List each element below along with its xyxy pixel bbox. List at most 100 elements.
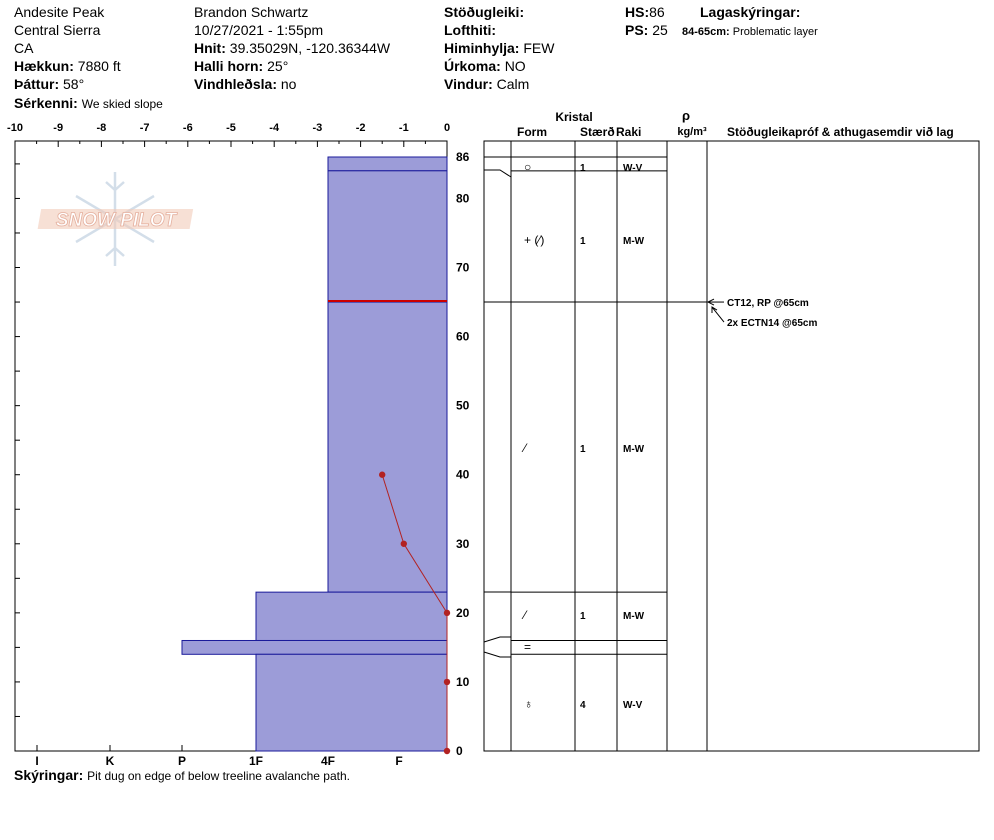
- crystal-size: 1: [580, 611, 586, 622]
- temp-tick-label: -10: [7, 122, 23, 134]
- test-arrowhead: [706, 298, 715, 306]
- aspect-label: Þáttur:: [14, 76, 60, 92]
- air-temp-label: Lofthiti:: [444, 22, 497, 38]
- notes-label: Skýringar:: [14, 767, 84, 783]
- features: Sérkenni: We skied slope: [14, 95, 163, 112]
- crystal-form: =: [524, 640, 531, 654]
- crystal-form: ⁄: [521, 608, 528, 622]
- hardness-label: 1F: [249, 754, 263, 768]
- precipitation-value: NO: [504, 58, 526, 74]
- snow-height-label: HS:: [625, 4, 650, 20]
- moisture: M-W: [623, 236, 645, 247]
- features-value: We skied slope: [81, 97, 163, 111]
- moisture: M-W: [623, 611, 645, 622]
- wind-label: Vindur:: [444, 76, 493, 92]
- depth-tick-label: 50: [456, 399, 470, 413]
- header-rho: ρ: [682, 108, 690, 123]
- coordinates-label: Hnit:: [194, 40, 226, 56]
- depth-tick-label: 40: [456, 468, 470, 482]
- wind-loading: Vindhleðsla: no: [194, 76, 296, 92]
- precipitation: Úrkoma: NO: [444, 58, 526, 74]
- temp-tick-label: -4: [269, 122, 280, 134]
- crystal-size: 4: [580, 700, 586, 711]
- hardness-layers: [181, 156, 448, 752]
- elevation: Hækkun: 7880 ft: [14, 58, 121, 74]
- moisture: W-V: [623, 163, 643, 174]
- slope-angle-value: 25°: [267, 58, 289, 74]
- snow-height-value: 86: [649, 4, 665, 20]
- hardness-label: I: [35, 754, 38, 768]
- snowpilot-logo-text: SNOW PILOT: [56, 210, 178, 231]
- layer-notes-label: Lagaskýringar:: [700, 4, 801, 20]
- chart-axes: -10 -9 -8 -7 -6 -5 -4 -3 -2 -1 0I K P 1F 4F F0102030405…: [7, 122, 470, 768]
- aspect: Þáttur: 58°: [14, 76, 84, 92]
- hardness-layer: [181, 639, 448, 655]
- header-tests: Stöðugleikapróf & athugasemdir við lag: [727, 125, 954, 139]
- temperature-point: [400, 540, 407, 547]
- wind-loading-value: no: [280, 76, 297, 92]
- temp-tick-label: -6: [183, 122, 193, 134]
- hardness-layer: [327, 170, 448, 303]
- hardness-layer: [327, 156, 448, 172]
- temp-tick-label: -8: [97, 122, 107, 134]
- moisture: M-W: [623, 444, 645, 455]
- temperature-profile: [379, 471, 451, 755]
- temp-tick-label: -1: [399, 122, 409, 134]
- observation-datetime: 10/27/2021 - 1:55pm: [194, 22, 324, 38]
- notes-value: Pit dug on edge of below treeline avalan…: [87, 769, 350, 783]
- stability-label: Stöðugleiki:: [444, 4, 525, 20]
- depth-tick-label: 0: [456, 744, 463, 758]
- depth-tick-label: 10: [456, 675, 470, 689]
- features-label: Sérkenni:: [14, 95, 78, 111]
- test-arrowhead: [711, 306, 718, 314]
- table-frame: [483, 140, 980, 752]
- slope-angle-label: Halli horn:: [194, 58, 264, 74]
- snowpilot-logo: SNOW PILOT: [37, 172, 194, 266]
- depth-tick-label: 20: [456, 606, 470, 620]
- wind-loading-label: Vindhleðsla:: [194, 76, 277, 92]
- depth-tick-label: 80: [456, 191, 470, 205]
- temperature-point: [443, 609, 451, 617]
- notes: Skýringar: Pit dug on edge of below tree…: [14, 767, 350, 784]
- layer-note: 84-65cm: Problematic layer: [682, 24, 818, 40]
- depth-tick-label: 70: [456, 261, 470, 275]
- mountain-range: Central Sierra: [14, 22, 101, 38]
- crystal-form: + (⁄): [524, 233, 544, 247]
- header-kristal: Kristal: [555, 110, 592, 124]
- crystal-size: 1: [580, 236, 586, 247]
- connector-line: [483, 651, 511, 658]
- slope-angle: Halli horn: 25°: [194, 58, 288, 74]
- layer-table: Kristal Form Stærð Raki ρ kg/m³ Stöðugleikapró…: [483, 108, 980, 752]
- temperature-point: [443, 747, 451, 755]
- temperature-point: [379, 471, 386, 478]
- connector-line: [483, 636, 511, 643]
- elevation-label: Hækkun:: [14, 58, 74, 74]
- hardness-label: 4F: [321, 754, 335, 768]
- moisture: W-V: [623, 700, 643, 711]
- elevation-value: 7880 ft: [77, 58, 121, 74]
- temp-tick-label: -2: [356, 122, 366, 134]
- connector-line: [484, 169, 512, 178]
- temp-tick-label: -5: [226, 122, 236, 134]
- coordinates-value: 39.35029N, -120.36344W: [229, 40, 391, 56]
- location-name: Andesite Peak: [14, 4, 105, 20]
- hardness-label: F: [395, 754, 402, 768]
- depth-tick-label: 30: [456, 537, 470, 551]
- temp-tick-label: -9: [53, 122, 63, 134]
- precipitation-label: Úrkoma:: [444, 58, 501, 74]
- hardness-layer: [327, 301, 448, 593]
- layer-note-range: 84-65cm:: [682, 26, 730, 38]
- crystal-form: ♁: [524, 697, 533, 711]
- temp-tick-label: -7: [140, 122, 150, 134]
- crystal-form: ⁄: [521, 441, 528, 455]
- pit-depth-value: 25: [652, 22, 668, 38]
- temp-tick-label: -3: [313, 122, 323, 134]
- crystal-form: ○: [524, 160, 531, 174]
- coordinates: Hnit: 39.35029N, -120.36344W: [194, 40, 390, 56]
- wind: Vindur: Calm: [444, 76, 529, 92]
- sky-cover-label: Himinhylja:: [444, 40, 520, 56]
- header-size: Stærð: [580, 125, 615, 139]
- stability-test: 2x ECTN14 @65cm: [727, 318, 817, 329]
- layer-note-text: Problematic layer: [732, 26, 818, 38]
